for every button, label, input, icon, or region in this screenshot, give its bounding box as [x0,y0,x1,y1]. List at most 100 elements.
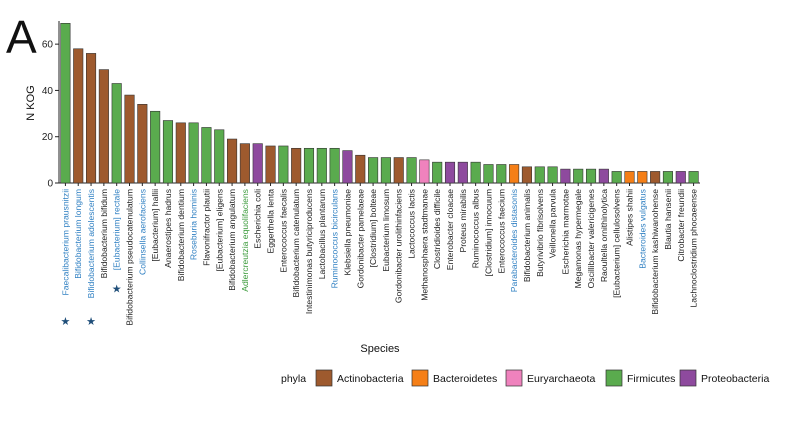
x-tick-label: Anaerostipes hadrus [163,189,173,268]
bar-raoultella-ornithinolytica [598,168,609,184]
legend-label-bacteroidetes: Bacteroidetes [433,373,497,385]
bar-bifidobacterium-bifidum [98,69,109,184]
bar-roseburia-hominis [188,122,199,184]
bar-oscillibacter-valericigenes [585,168,597,184]
y-tick-label: 60 [42,40,54,51]
x-tick-label: Flavonifractor plautii [201,189,211,266]
legend-items: Actinobacteria Bacteroidetes Euryarchaeota… [315,369,769,387]
x-tick-label: Proteus mirabilis [458,189,468,253]
bar-faecalibacterium-prausnitzii [60,23,71,184]
bar-bacteroides-vulgatus [637,171,648,184]
x-tick-label: Bifidobacterium longum [73,189,83,279]
bar-escherichia-coli [252,143,263,184]
star-icon: ★ [112,284,122,296]
x-tick-label: Bifidobacterium pseudocatenulatum [125,189,135,326]
x-tick-label: Lactobacillus plantarum [317,189,327,279]
bars-group [60,23,699,184]
legend-swatch-actinobacteria [315,369,333,387]
x-tick-label: Intestinimonas butyriciproducens [304,189,314,314]
x-tick-label: Escherichia marmotae [560,189,570,275]
x-tick-label: Raoultella ornithinolytica [599,189,609,282]
x-tick-label: Eubacterium limosum [381,189,391,272]
bar-eubacterium-hallii [150,110,161,184]
x-tick-label: [Clostridium] bolteae [368,189,378,268]
bar-clostridium-innocuum [483,164,494,184]
x-tick-label: Bifidobacterium animalis [522,189,532,282]
star-icon: ★ [60,316,70,328]
x-tick-label: Bifidobacterium dentium [176,189,186,281]
x-tick-label: Enterococcus faecium [496,189,506,274]
bar-eubacterium-limosum [380,157,391,184]
bar-eubacterium-eligens [214,129,225,184]
bar-butyrivibrio-fibrisolvens [534,166,545,184]
bar-citrobacter-freundii [675,171,686,184]
legend-title: phyla [281,373,306,385]
bar-enterobacter-cloacae [444,161,456,184]
panel-letter: A [6,11,37,63]
bar-bifidobacterium-angulatum [227,138,238,184]
bar-anaerostipes-hadrus [162,120,174,184]
x-tick-label: Blautia hansenii [663,189,673,250]
legend-swatch-firmicutes [605,369,623,387]
x-tick-label: Klebsiella pneumoniae [342,189,352,276]
bar-eubacterium-rectale [111,83,122,184]
bar-bifidobacterium-kashiwanohense [650,171,661,184]
bar-eubacterium-cellulosolvens [611,171,622,184]
x-tick-label: Megamonas hypermegale [573,189,583,289]
bar-clostridium-bolteae [368,157,379,184]
x-tick-label: Veillonella parvula [548,189,558,258]
bar-ruminococcus-albus [470,161,481,184]
bar-klebsiella-pneumoniae [342,150,353,184]
x-tick-label: [Eubacterium] hallii [150,189,160,262]
bar-alistipes-shahii [624,171,635,184]
y-tick-label: 40 [42,86,54,97]
bar-bifidobacterium-catenulatum [291,147,302,184]
bar-eggerthella-lenta [265,145,276,184]
bar-adlercreutzia-equolifaciens [239,143,250,184]
x-tick-label: Faecalibacterium prausnitzii [60,189,70,296]
bar-bifidobacterium-animalis [521,166,532,184]
x-tick-label: Bifidobacterium catenulatum [291,189,301,297]
bar-methanosphaera-stadtmanae [419,159,430,184]
x-tick-label: Lactococcus lactis [407,189,417,259]
x-tick-label: [Clostridium] innocuum [483,189,493,276]
x-tick-label: [Eubacterium] cellulosolvens [612,189,622,298]
x-tick-label: Alistipes shahii [624,189,634,246]
x-tick-label: Ruminococcus albus [471,189,481,268]
x-tick-label: Gordonibacter urolithinfaciens [394,189,404,303]
x-tick-label: Lachnoclostridium phocaeense [689,189,699,308]
y-axis-label: N KOG [25,85,37,120]
x-tick-label: Oscillibacter valericigenes [586,189,596,288]
bar-ruminococcus-bicirculans [329,147,340,184]
bar-intestinimonas-butyriciproducens [303,147,315,184]
x-tick-label: Bifidobacterium kashiwanohense [650,189,660,315]
x-tick-label: Methanosphaera stadtmanae [419,189,429,301]
legend-label-proteobacteria: Proteobacteria [701,373,769,385]
x-tick-label: [Eubacterium] rectale [112,189,122,270]
x-tick-label: Butyrivibrio fibrisolvens [535,189,545,277]
x-tick-label: Eggerthella lenta [266,189,276,254]
bar-enterococcus-faecium [496,164,507,184]
x-tick-label: Enterococcus faecalis [278,189,288,273]
bar-lactococcus-lactis [406,157,417,184]
bar-flavonifractor-plautii [201,127,212,184]
legend-swatch-proteobacteria [679,369,697,387]
bar-escherichia-marmotae [560,168,571,184]
bar-clostridioides-difficile [432,161,443,184]
bar-gordonibacter-urolithinfaciens [393,157,404,184]
bar-lachnoclostridium-phocaeense [688,171,699,184]
legend-swatch-euryarchaeota [505,369,523,387]
bar-veillonella-parvula [547,166,558,184]
x-tick-label: Roseburia hominis [189,189,199,260]
x-tick-label: Enterobacter cloacae [445,189,455,270]
bar-lactobacillus-plantarum [316,147,327,184]
y-tick-label: 20 [42,132,54,143]
bar-megamonas-hypermegale [573,168,584,184]
bar-bifidobacterium-adolescentis [86,53,97,184]
x-tick-label: [Eubacterium] eligens [214,189,224,272]
bar-collinsella-aerofaciens [137,104,148,184]
star-icon: ★ [86,316,96,328]
bar-blautia-hansenii [662,171,673,184]
